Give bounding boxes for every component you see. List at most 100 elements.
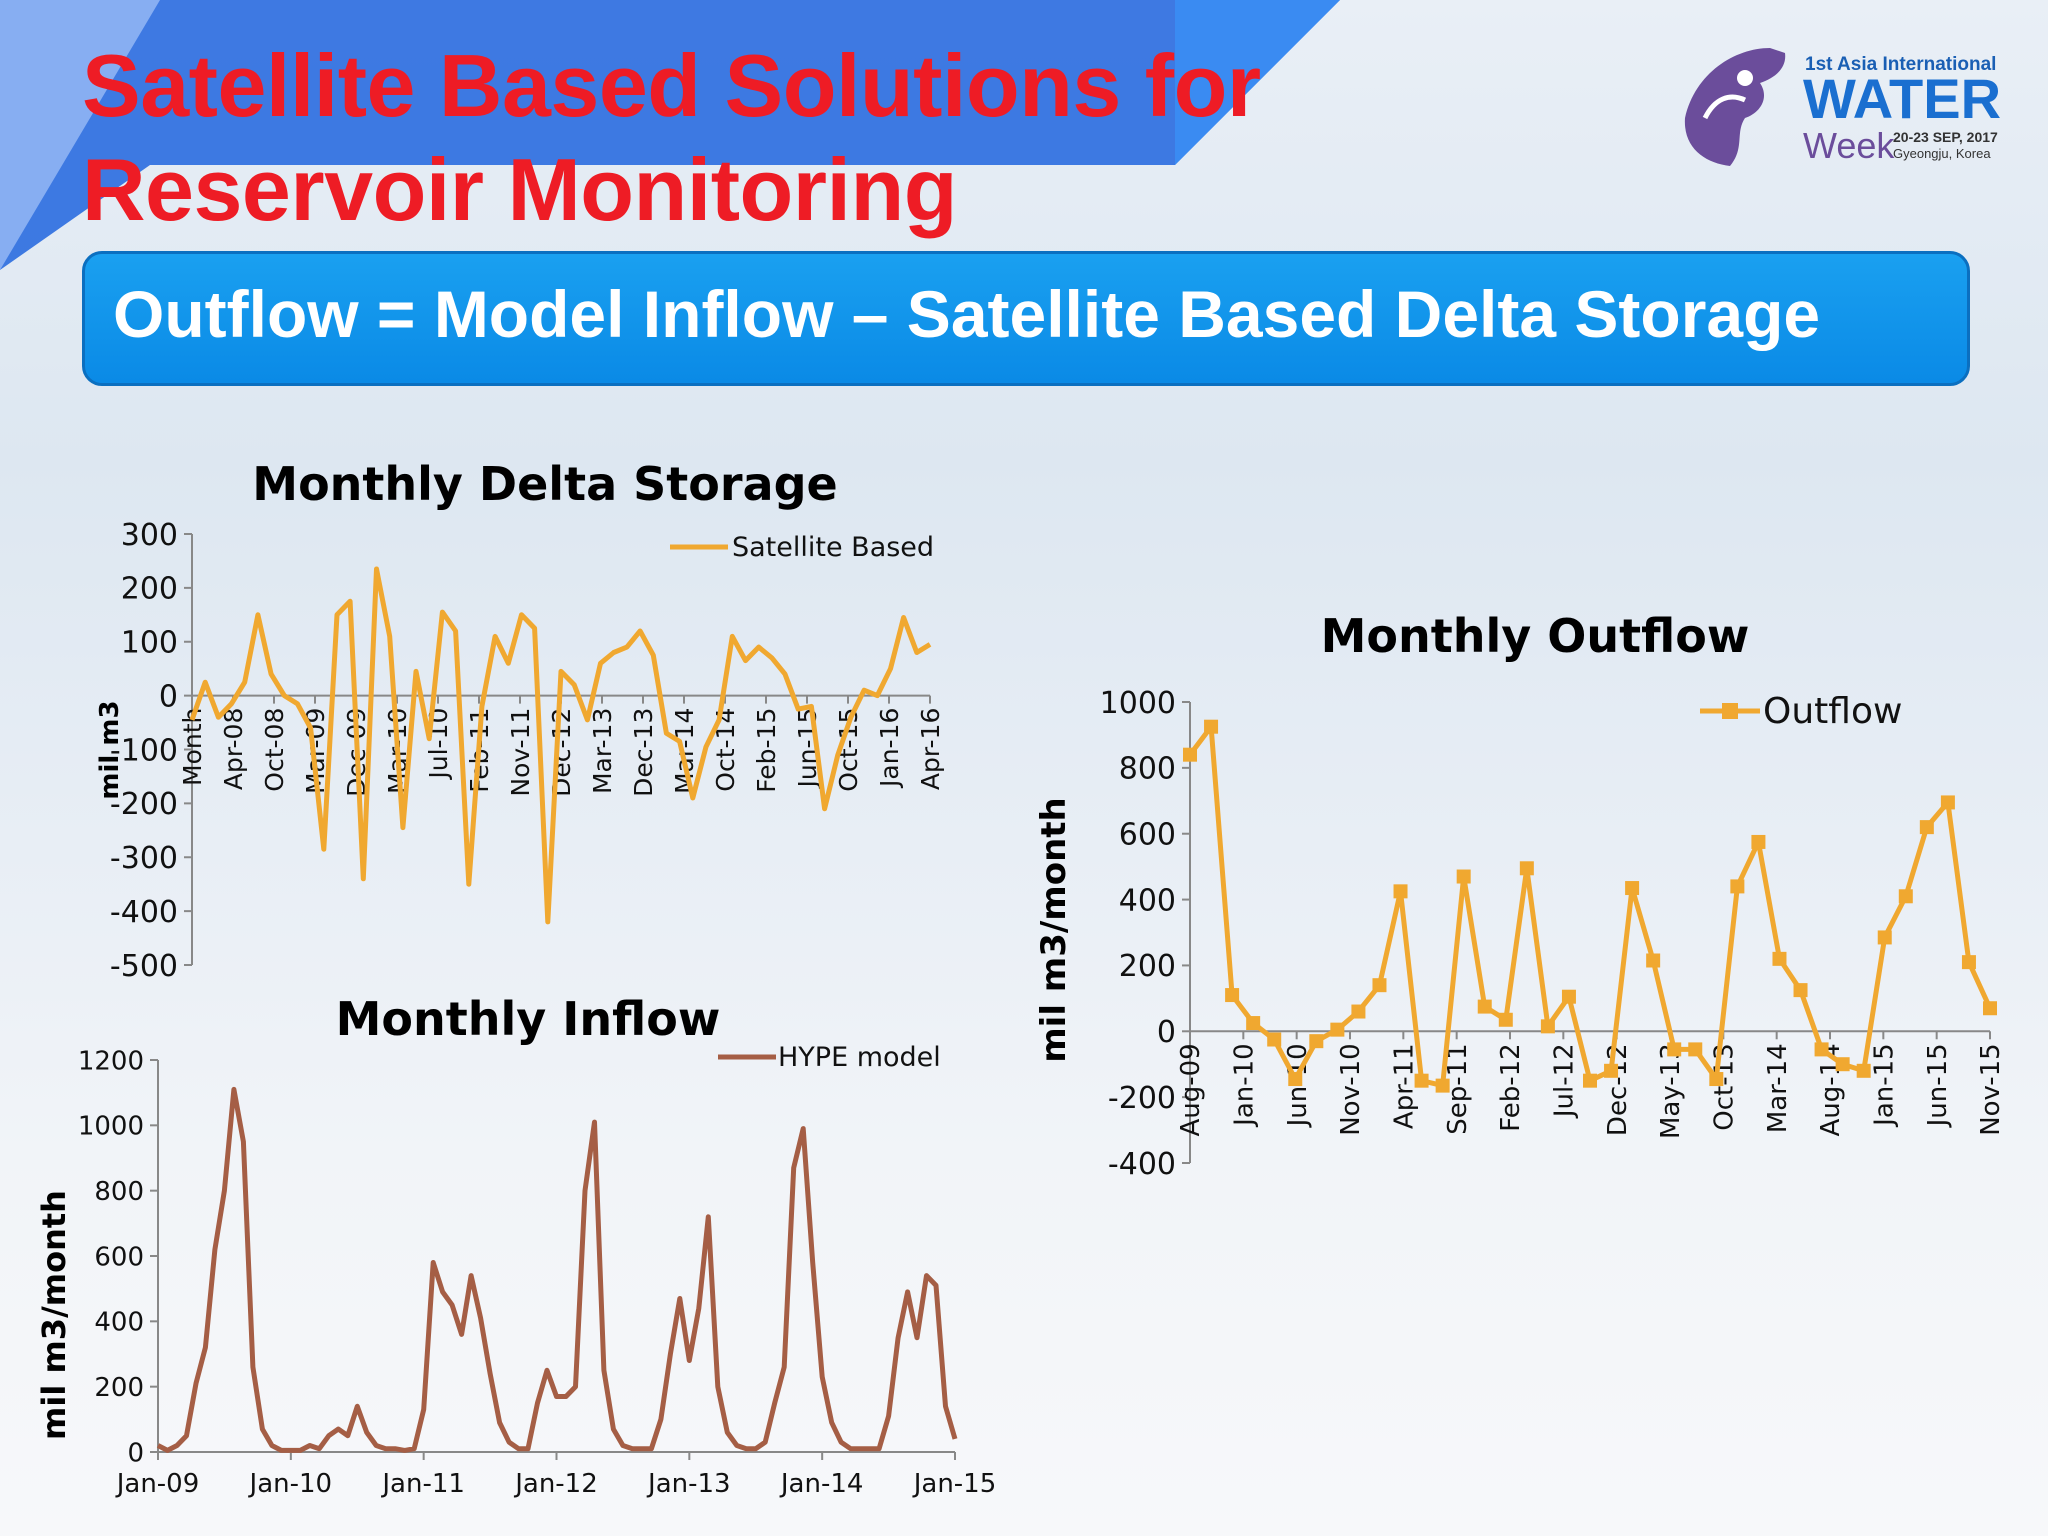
delta-storage-chart: Monthly Delta Storage mil m3 Satellite B… <box>95 457 945 984</box>
x-tick-label: Apr-16 <box>916 708 945 790</box>
y-tick-label: -400 <box>1108 1147 1176 1182</box>
x-tick-label: Feb-12 <box>1496 1043 1526 1132</box>
data-point <box>1730 879 1745 894</box>
x-tick-label: Jan-09 <box>115 1469 200 1499</box>
y-tick-label: 200 <box>1119 949 1176 984</box>
x-tick-label: Nov-11 <box>506 708 535 797</box>
y-tick-label: -200 <box>110 787 178 822</box>
outflow-chart: Monthly Outflow mil m3/month Outflow 100… <box>1034 609 2006 1182</box>
x-tick-label: Mar-14 <box>1763 1043 1793 1133</box>
x-tick-label: Apr-08 <box>219 708 248 790</box>
x-tick-label: Jan-15 <box>912 1469 997 1499</box>
y-tick-label: -100 <box>110 733 178 768</box>
series-line <box>156 1086 958 1453</box>
x-tick-label: Jul-10 <box>424 708 453 781</box>
y-tick-label: 0 <box>1157 1015 1176 1050</box>
data-point <box>1961 955 1976 970</box>
x-tick-label: Month <box>178 708 207 786</box>
data-point <box>1940 795 1955 810</box>
y-tick-label: 600 <box>94 1242 144 1272</box>
logo-line-1: 1st Asia International <box>1805 54 1996 75</box>
data-point <box>1372 978 1387 993</box>
data-point <box>1625 881 1640 896</box>
legend-label: HYPE model <box>778 1042 941 1073</box>
y-tick-label: 0 <box>127 1438 144 1468</box>
series-line <box>189 566 932 925</box>
data-point <box>1309 1034 1324 1049</box>
x-tick-label: Oct-14 <box>711 708 740 792</box>
data-point <box>1919 820 1934 835</box>
legend-label: Satellite Based <box>732 532 934 563</box>
x-tick-label: Oct-13 <box>1709 1043 1739 1130</box>
y-tick-label: 600 <box>1119 818 1176 853</box>
y-tick-label: -500 <box>110 949 178 984</box>
x-tick-label: Dec-12 <box>1603 1043 1633 1136</box>
x-tick-label: Oct-08 <box>260 708 289 792</box>
chart-title: Monthly Inflow <box>336 992 721 1046</box>
y-tick-label: -400 <box>110 895 178 930</box>
inflow-chart: Monthly Inflow mil m3/month HYPE model 1… <box>35 992 996 1499</box>
formula-text: Outflow = Model Inflow – Satellite Based… <box>113 277 1821 351</box>
y-tick-label: 800 <box>94 1177 144 1207</box>
legend: Satellite Based <box>670 532 934 563</box>
data-point <box>1540 1019 1555 1034</box>
data-point <box>1561 989 1576 1004</box>
data-point <box>1498 1012 1513 1027</box>
data-point <box>1604 1063 1619 1078</box>
x-tick-label: Jan-16 <box>875 708 904 789</box>
data-point <box>1688 1042 1703 1057</box>
x-tick-label: Jan-10 <box>1229 1043 1259 1128</box>
x-tick-label: Feb-15 <box>752 708 781 793</box>
x-tick-label: Nov-10 <box>1336 1043 1366 1136</box>
data-point <box>1477 999 1492 1014</box>
x-tick-label: May-13 <box>1656 1043 1686 1139</box>
x-tick-label: Jan-10 <box>248 1469 333 1499</box>
data-point <box>1225 988 1240 1003</box>
x-tick-label: Mar-13 <box>588 708 617 794</box>
chart-title: Monthly Delta Storage <box>252 457 837 511</box>
y-tick-label: 200 <box>121 572 178 607</box>
legend: HYPE model <box>718 1042 941 1073</box>
y-tick-label: 1000 <box>1100 686 1176 721</box>
y-axis-label: mil m3/month <box>35 1190 73 1440</box>
y-tick-label: 1200 <box>78 1046 144 1076</box>
data-point <box>1751 834 1766 849</box>
y-tick-label: -200 <box>1108 1081 1176 1116</box>
y-tick-label: 800 <box>1119 752 1176 787</box>
x-tick-label: Dec-13 <box>629 708 658 797</box>
data-point <box>1814 1042 1829 1057</box>
x-tick-label: Jul-12 <box>1549 1043 1579 1119</box>
data-point <box>1288 1072 1303 1087</box>
data-point <box>1204 719 1219 734</box>
data-point <box>1414 1073 1429 1088</box>
y-tick-label: 100 <box>121 626 178 661</box>
data-point <box>1709 1072 1724 1087</box>
data-point <box>1393 884 1408 899</box>
slide-title: Satellite Based Solutions for Reservoir … <box>82 34 1261 242</box>
data-point <box>1583 1073 1597 1088</box>
logo-line-3: Week <box>1803 125 1895 166</box>
y-axis-label: mil m3/month <box>1034 797 1074 1063</box>
x-tick-label: Dec-12 <box>547 708 576 797</box>
logo-date: 20-23 SEP, 2017 <box>1893 129 1998 145</box>
data-point <box>1351 1004 1366 1019</box>
data-point <box>1667 1042 1682 1057</box>
x-tick-label: Nov-15 <box>1976 1043 2006 1136</box>
y-tick-label: 1000 <box>78 1112 144 1142</box>
data-point <box>1898 889 1913 904</box>
logo-line-2: WATER <box>1803 67 2001 130</box>
data-point <box>1435 1078 1450 1093</box>
water-week-logo: 1st Asia International WATER Week 20-23 … <box>1684 48 2001 166</box>
data-point <box>1267 1032 1282 1047</box>
x-tick-label: Jun-15 <box>1923 1043 1953 1128</box>
data-point <box>1330 1022 1345 1037</box>
y-axis-label: mil m3 <box>95 700 125 799</box>
x-tick-label: Aug-09 <box>1176 1043 1206 1136</box>
data-point <box>1646 953 1661 968</box>
data-point <box>1246 1016 1261 1031</box>
data-point <box>1456 869 1471 884</box>
y-tick-label: 200 <box>94 1373 144 1403</box>
y-tick-label: -300 <box>110 841 178 876</box>
y-tick-label: 400 <box>1119 883 1176 918</box>
y-tick-label: 400 <box>94 1308 144 1338</box>
